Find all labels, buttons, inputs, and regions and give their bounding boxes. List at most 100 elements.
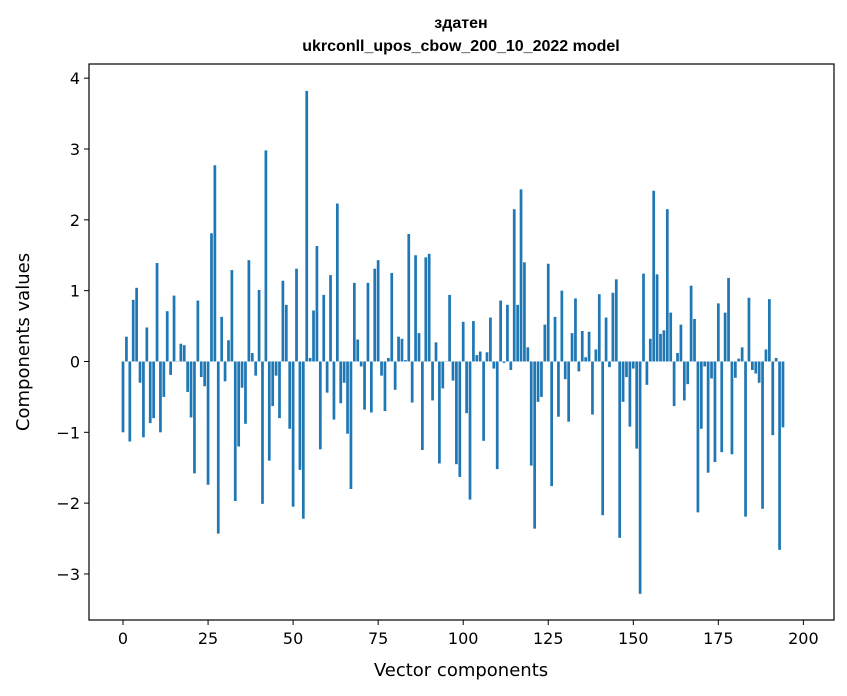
chart-title-line-2: ukrconll_upos_cbow_200_10_2022 model bbox=[302, 38, 619, 55]
bar bbox=[659, 333, 662, 362]
bar bbox=[142, 361, 145, 438]
bar bbox=[472, 321, 475, 362]
bar bbox=[761, 361, 764, 509]
bar bbox=[461, 321, 465, 362]
bar bbox=[710, 361, 713, 379]
bar bbox=[638, 361, 642, 594]
bar bbox=[376, 260, 380, 362]
bar bbox=[315, 246, 319, 362]
bar bbox=[186, 361, 190, 392]
bar bbox=[645, 361, 649, 385]
bar bbox=[288, 361, 292, 429]
bar bbox=[774, 357, 778, 362]
bar bbox=[733, 361, 737, 378]
bar bbox=[689, 285, 693, 362]
bar bbox=[393, 361, 397, 390]
bar bbox=[121, 361, 125, 433]
bar bbox=[210, 233, 213, 362]
bar bbox=[145, 327, 149, 362]
bar bbox=[339, 361, 343, 404]
bar bbox=[730, 361, 734, 455]
bar bbox=[744, 361, 747, 517]
bar bbox=[485, 352, 489, 362]
bar bbox=[550, 361, 554, 487]
bar bbox=[271, 361, 275, 407]
bar bbox=[155, 263, 159, 362]
bar bbox=[587, 331, 591, 362]
bar bbox=[536, 361, 540, 402]
bar bbox=[438, 361, 441, 464]
bar bbox=[366, 282, 370, 362]
bar bbox=[546, 263, 550, 362]
bar bbox=[421, 361, 424, 451]
bar bbox=[693, 318, 696, 362]
y-tick-label: 4 bbox=[70, 69, 80, 88]
x-tick-label: 50 bbox=[283, 629, 303, 648]
bar bbox=[563, 361, 567, 380]
bar bbox=[434, 342, 438, 362]
bar bbox=[757, 361, 761, 383]
bar bbox=[451, 361, 455, 381]
bar bbox=[506, 304, 509, 362]
bar bbox=[703, 361, 707, 367]
bar bbox=[332, 361, 336, 420]
bar bbox=[172, 295, 176, 362]
bar bbox=[308, 357, 312, 362]
x-tick-label: 100 bbox=[448, 629, 479, 648]
bar bbox=[512, 209, 516, 362]
bar bbox=[781, 361, 785, 428]
bar bbox=[465, 361, 468, 414]
y-tick-label: −2 bbox=[56, 494, 80, 513]
bar bbox=[771, 361, 775, 436]
bar bbox=[305, 90, 309, 362]
bar bbox=[495, 361, 499, 470]
bar bbox=[614, 279, 618, 362]
bar bbox=[628, 361, 632, 427]
bar bbox=[169, 361, 172, 375]
bar bbox=[526, 347, 530, 362]
bar bbox=[665, 209, 669, 362]
y-axis-label: Components values bbox=[13, 253, 34, 431]
bar bbox=[159, 361, 162, 433]
bar bbox=[635, 361, 639, 449]
bar bbox=[165, 311, 169, 362]
bar bbox=[489, 317, 492, 362]
bar bbox=[682, 361, 686, 401]
bar bbox=[601, 361, 605, 516]
bar bbox=[502, 361, 506, 363]
bar bbox=[655, 274, 659, 362]
bar bbox=[594, 349, 598, 362]
bar bbox=[482, 361, 485, 441]
bar bbox=[574, 298, 577, 362]
bar bbox=[672, 361, 676, 407]
bar bbox=[706, 361, 710, 473]
x-tick-label: 150 bbox=[618, 629, 649, 648]
bar bbox=[284, 304, 288, 362]
bar bbox=[356, 339, 360, 362]
y-tick-label: −3 bbox=[56, 565, 80, 584]
bar bbox=[162, 361, 166, 397]
bar bbox=[383, 361, 387, 412]
bar bbox=[322, 294, 326, 362]
bar bbox=[369, 361, 373, 413]
bar bbox=[431, 361, 434, 401]
bar bbox=[557, 361, 560, 417]
bar bbox=[193, 361, 196, 474]
bar bbox=[274, 361, 278, 376]
bar bbox=[553, 316, 557, 362]
bar bbox=[618, 361, 622, 538]
bar bbox=[621, 361, 625, 402]
y-axis-ticks: −3 −2 −1 0 1 2 3 4 bbox=[56, 69, 89, 584]
bar bbox=[778, 361, 781, 550]
bar bbox=[257, 289, 261, 362]
bar bbox=[597, 294, 601, 362]
bar bbox=[713, 361, 717, 463]
bar bbox=[138, 361, 142, 383]
bar bbox=[407, 233, 411, 362]
bar bbox=[264, 150, 268, 362]
bar bbox=[625, 361, 628, 378]
bar bbox=[417, 333, 421, 362]
x-axis-label: Vector components bbox=[374, 660, 548, 681]
bar bbox=[131, 299, 135, 362]
